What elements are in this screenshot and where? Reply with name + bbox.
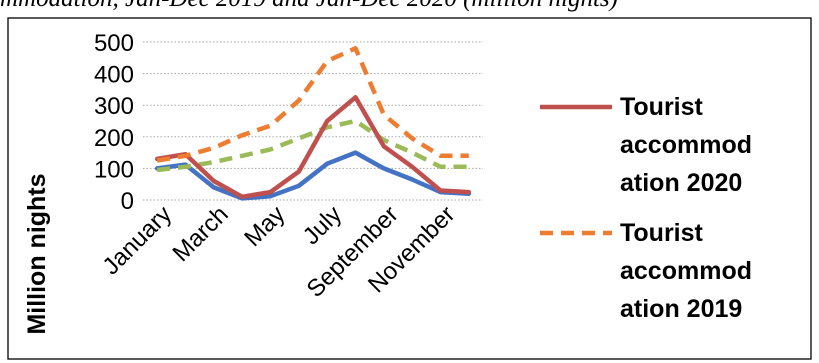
y-axis-label: Million nights	[23, 173, 51, 334]
y-tick-label: 300	[94, 93, 134, 120]
plot-area	[154, 46, 472, 201]
legend-label: ation 2020	[620, 169, 742, 197]
legend-label: ation 2019	[620, 295, 742, 323]
legend-label: accommod	[620, 131, 752, 159]
chart-border	[7, 17, 812, 360]
y-tick-label: 400	[94, 62, 134, 89]
series-line	[154, 150, 472, 201]
x-tick-label: May	[239, 201, 290, 252]
series-line	[156, 118, 469, 173]
y-tick-label: 0	[121, 188, 134, 215]
y-tick-label: 500	[94, 30, 134, 57]
series-line	[154, 95, 472, 200]
x-tick-label: January	[98, 201, 177, 280]
y-axis: 0 100 200 300 400 500	[94, 30, 134, 215]
y-tick-label: 100	[94, 156, 134, 183]
x-tick-label: July	[298, 201, 347, 250]
legend-label: Tourist	[620, 93, 704, 121]
legend-label: Tourist	[620, 219, 704, 247]
y-tick-label: 200	[94, 125, 134, 152]
legend: Tourist accommod ation 2020 Tourist accommod…	[540, 93, 752, 323]
legend-label: accommod	[620, 257, 752, 285]
series-line	[156, 46, 469, 163]
x-tick-label: March	[167, 201, 233, 267]
